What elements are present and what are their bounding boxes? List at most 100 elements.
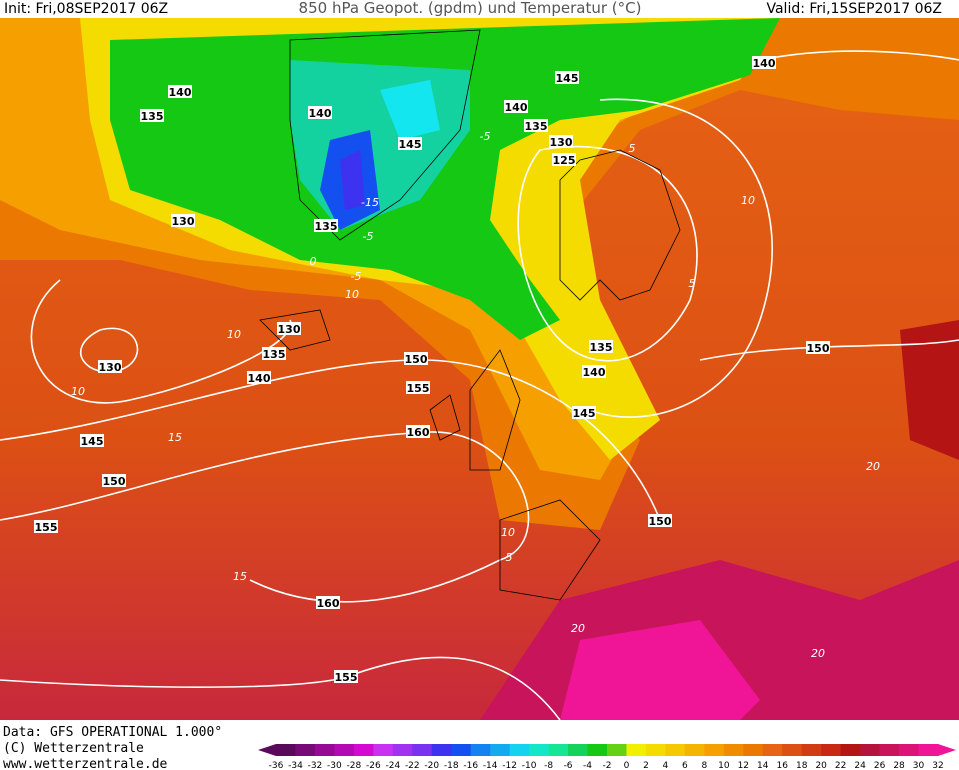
legend-swatch bbox=[276, 744, 296, 756]
legend-swatch bbox=[295, 744, 316, 756]
geopotential-label: 140 bbox=[753, 57, 776, 70]
legend-swatch bbox=[821, 744, 842, 756]
legend-arrow-high bbox=[938, 744, 956, 756]
geopotential-label: 140 bbox=[169, 86, 192, 99]
geopotential-label: 140 bbox=[309, 107, 332, 120]
legend-swatch bbox=[373, 744, 394, 756]
legend-label: -16 bbox=[463, 761, 478, 770]
legend-swatch bbox=[529, 744, 550, 756]
copyright: (C) Wetterzentrale bbox=[3, 741, 144, 756]
temperature-label: 10 bbox=[501, 526, 515, 539]
geopotential-label: 130 bbox=[99, 361, 122, 374]
legend-swatch bbox=[860, 744, 881, 756]
contour-label-box bbox=[648, 514, 672, 527]
contour-label-box bbox=[334, 670, 358, 683]
temperature-label: 0 bbox=[310, 255, 317, 268]
contour-label-box bbox=[524, 119, 548, 132]
coastlines bbox=[259, 29, 681, 601]
legend-swatch bbox=[314, 744, 335, 756]
contour-label-box bbox=[806, 341, 830, 354]
legend-label: 16 bbox=[777, 761, 789, 770]
geopotential-label: 140 bbox=[583, 366, 606, 379]
legend-label: 14 bbox=[757, 761, 769, 770]
geopotential-label: 145 bbox=[556, 72, 579, 85]
geopotential-label: 125 bbox=[553, 154, 576, 167]
legend-label: 18 bbox=[796, 761, 808, 770]
legend-swatch bbox=[879, 744, 900, 756]
geopotential-label: 155 bbox=[335, 671, 358, 684]
geopotential-label: 130 bbox=[172, 215, 195, 228]
contour-label-box bbox=[80, 434, 104, 447]
contour-label-box bbox=[308, 106, 332, 119]
geopotential-label: 160 bbox=[407, 426, 430, 439]
geopotential-label: 145 bbox=[81, 435, 104, 448]
map-title: 850 hPa Geopot. (gpdm) und Temperatur (°… bbox=[299, 0, 642, 17]
geopotential-label: 150 bbox=[649, 515, 672, 528]
temperature-label: 20 bbox=[811, 647, 825, 660]
legend-label: -2 bbox=[603, 761, 612, 770]
legend-swatch bbox=[665, 744, 686, 756]
contour-label-box bbox=[98, 360, 122, 373]
legend-label: -30 bbox=[327, 761, 342, 770]
legend-label: 30 bbox=[913, 761, 925, 770]
legend-swatch bbox=[840, 744, 861, 756]
geopotential-label: 135 bbox=[590, 341, 613, 354]
legend-label: 0 bbox=[624, 761, 630, 770]
contour-label-box bbox=[171, 214, 195, 227]
geopotential-label: 140 bbox=[505, 101, 528, 114]
legend-label: 8 bbox=[701, 761, 707, 770]
contour-label-box bbox=[504, 100, 528, 113]
legend-swatch bbox=[626, 744, 647, 756]
contour-label-box bbox=[140, 109, 164, 122]
contour-label-box bbox=[247, 371, 271, 384]
legend-label: -4 bbox=[583, 761, 592, 770]
contour-label-box bbox=[406, 381, 430, 394]
legend-swatch bbox=[762, 744, 783, 756]
legend-label: -18 bbox=[444, 761, 459, 770]
contour-label-box bbox=[572, 406, 596, 419]
legend-label: -36 bbox=[269, 761, 284, 770]
geopotential-label: 150 bbox=[807, 342, 830, 355]
temperature-label: 15 bbox=[168, 431, 182, 444]
legend-label: 4 bbox=[663, 761, 669, 770]
contour-label-box bbox=[168, 85, 192, 98]
legend-swatch bbox=[782, 744, 803, 756]
temperature-label: 10 bbox=[345, 288, 359, 301]
geopotential-label: 155 bbox=[35, 521, 58, 534]
geopotential-label: 150 bbox=[405, 353, 428, 366]
legend-label: -10 bbox=[522, 761, 537, 770]
contour-label-box bbox=[102, 474, 126, 487]
legend-swatch bbox=[607, 744, 627, 756]
temperature-label: 10 bbox=[71, 385, 85, 398]
contour-label-box bbox=[752, 56, 776, 69]
data-source: Data: GFS OPERATIONAL 1.000° bbox=[3, 725, 222, 740]
legend-swatch bbox=[568, 744, 589, 756]
legend-label: 10 bbox=[718, 761, 730, 770]
temp-zone bbox=[560, 620, 760, 720]
url: www.wetterzentrale.de bbox=[3, 757, 168, 770]
legend-label: 24 bbox=[854, 761, 866, 770]
temp-zone bbox=[340, 150, 365, 210]
legend-swatch bbox=[334, 744, 355, 756]
legend-swatch bbox=[412, 744, 433, 756]
legend-swatch bbox=[509, 744, 530, 756]
temp-zone bbox=[900, 320, 959, 460]
temperature-label: 5 bbox=[689, 277, 696, 290]
contour-label-box bbox=[582, 365, 606, 378]
contour-label-box bbox=[589, 340, 613, 353]
contour-label-box bbox=[316, 596, 340, 609]
temp-zone bbox=[110, 18, 780, 340]
legend-swatch bbox=[743, 744, 764, 756]
legend-swatch bbox=[723, 744, 744, 756]
temp-zone bbox=[380, 80, 440, 140]
contour-label-box bbox=[262, 347, 286, 360]
geopotential-label: 150 bbox=[103, 475, 126, 488]
geopotential-label: 130 bbox=[550, 136, 573, 149]
geopotential-label: 135 bbox=[263, 348, 286, 361]
geopotential-label: 155 bbox=[407, 382, 430, 395]
geopotential-label: 135 bbox=[315, 220, 338, 233]
legend-swatch bbox=[801, 744, 822, 756]
legend-swatch bbox=[392, 744, 413, 756]
legend-swatch bbox=[587, 744, 608, 756]
